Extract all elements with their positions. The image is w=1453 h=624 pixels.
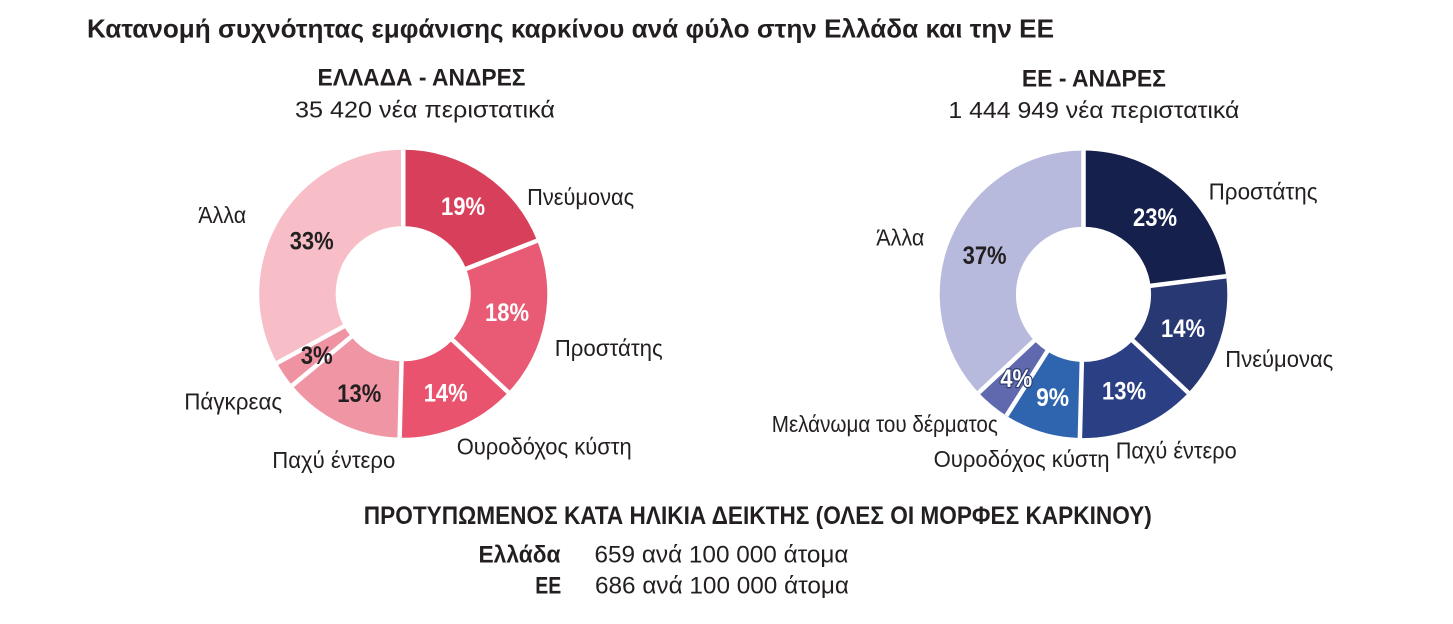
svg-text:Ελλάδα: Ελλάδα xyxy=(479,542,561,569)
svg-text:18%: 18% xyxy=(485,299,529,327)
svg-text:686 ανά 100 000 άτομα: 686 ανά 100 000 άτομα xyxy=(595,572,849,599)
svg-text:Κατανομή συχνότητας εμφάνισης: Κατανομή συχνότητας εμφάνισης καρκίνου α… xyxy=(87,14,1054,44)
svg-text:Άλλα: Άλλα xyxy=(876,224,924,250)
svg-text:Προστάτης: Προστάτης xyxy=(1209,179,1318,205)
svg-text:ΕΕ: ΕΕ xyxy=(535,572,561,599)
svg-text:Ουροδόχος κύστη: Ουροδόχος κύστη xyxy=(934,446,1110,472)
svg-text:ΕΕ - ΑΝΔΡΕΣ: ΕΕ - ΑΝΔΡΕΣ xyxy=(1022,66,1166,93)
svg-text:14%: 14% xyxy=(1161,315,1205,343)
svg-text:659 ανά 100 000 άτομα: 659 ανά 100 000 άτομα xyxy=(595,542,849,569)
svg-text:3%: 3% xyxy=(301,342,333,370)
svg-text:13%: 13% xyxy=(337,380,381,408)
svg-text:Πάγκρεας: Πάγκρεας xyxy=(184,389,282,415)
svg-text:9%: 9% xyxy=(1036,384,1069,412)
svg-text:Ουροδόχος κύστη: Ουροδόχος κύστη xyxy=(457,434,632,460)
svg-text:Παχύ έντερο: Παχύ έντερο xyxy=(1116,438,1237,464)
svg-text:ΕΛΛΑΔΑ - ΑΝΔΡΕΣ: ΕΛΛΑΔΑ - ΑΝΔΡΕΣ xyxy=(318,65,526,92)
svg-text:1 444 949 νέα περιστατικά: 1 444 949 νέα περιστατικά xyxy=(948,97,1239,123)
svg-text:Προστάτης: Προστάτης xyxy=(555,335,663,361)
svg-text:Πνεύμονας: Πνεύμονας xyxy=(527,184,634,210)
svg-text:23%: 23% xyxy=(1133,204,1177,232)
svg-text:ΠΡΟΤΥΠΩΜΕΝΟΣ ΚΑΤΑ ΗΛΙΚΙΑ ΔΕΙΚΤ: ΠΡΟΤΥΠΩΜΕΝΟΣ ΚΑΤΑ ΗΛΙΚΙΑ ΔΕΙΚΤΗΣ (ΟΛΕΣ Ο… xyxy=(364,502,1152,530)
svg-text:4%: 4% xyxy=(1000,365,1032,393)
svg-text:Άλλα: Άλλα xyxy=(198,202,246,228)
svg-text:Παχύ έντερο: Παχύ έντερο xyxy=(272,447,395,473)
svg-text:Μελάνωμα του δέρματος: Μελάνωμα του δέρματος xyxy=(772,411,998,437)
svg-text:33%: 33% xyxy=(290,227,334,255)
svg-text:13%: 13% xyxy=(1102,378,1146,406)
svg-text:19%: 19% xyxy=(441,193,485,221)
svg-text:14%: 14% xyxy=(424,380,468,408)
svg-text:35 420 νέα περιστατικά: 35 420 νέα περιστατικά xyxy=(295,96,555,122)
svg-text:37%: 37% xyxy=(963,242,1007,270)
svg-text:Πνεύμονας: Πνεύμονας xyxy=(1225,346,1333,372)
